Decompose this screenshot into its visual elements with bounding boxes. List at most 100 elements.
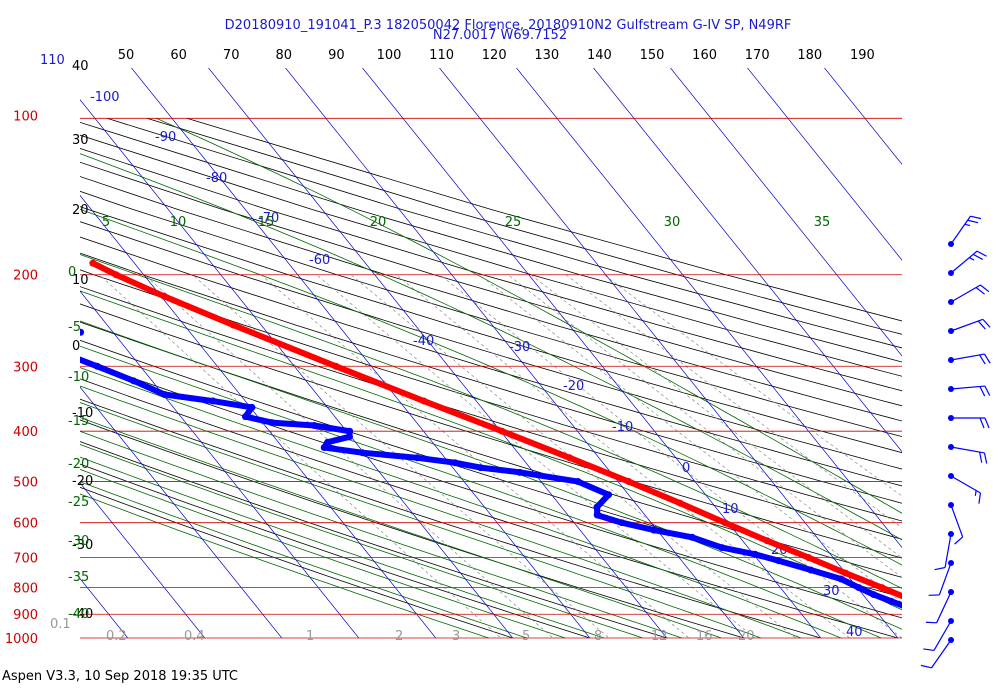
height-tick-label: -30 xyxy=(72,538,93,553)
theta-e-left-label: -5 xyxy=(68,320,81,335)
theta-e-top-label: 20 xyxy=(370,215,387,230)
wind-barb xyxy=(948,250,987,276)
isotherm-line xyxy=(80,194,437,638)
temperature-point xyxy=(230,321,238,329)
temperature-profile-line xyxy=(89,260,902,600)
mixing-ratio-line xyxy=(439,274,902,638)
dry-adiabat-line xyxy=(80,339,902,598)
dewpoint-point xyxy=(248,403,256,411)
top-axis-tick-label: 160 xyxy=(692,48,717,63)
mixing-ratio-line xyxy=(350,274,797,638)
theta-e-left-label: -25 xyxy=(68,495,89,510)
mixing-ratio-line xyxy=(603,274,902,497)
dewpoint-point xyxy=(413,454,421,462)
dewpoint-point xyxy=(41,343,48,350)
mixing-ratio-label: 20 xyxy=(738,629,755,644)
dry-adiabat-line xyxy=(80,441,669,638)
temperature-point xyxy=(931,606,938,613)
dry-adiabat-line xyxy=(80,358,902,619)
temperature-point xyxy=(420,397,428,405)
dewpoint-point xyxy=(345,433,353,441)
pressure-tick-label: 700 xyxy=(13,551,38,566)
dry-adiabat-line xyxy=(80,121,902,363)
wind-barb xyxy=(948,318,991,334)
top-axis-tick-label: 150 xyxy=(640,48,665,63)
dewpoint-point xyxy=(957,623,964,630)
theta-e-top-label: 15 xyxy=(258,215,275,230)
mixing-ratio-label: 0.1 xyxy=(50,617,71,632)
theta-e-left-label: -10 xyxy=(68,370,89,385)
mixing-ratio-label: 0.4 xyxy=(184,629,205,644)
dry-adiabat-line xyxy=(80,206,902,454)
temperature-point xyxy=(89,259,97,267)
height-tick-label: 20 xyxy=(72,203,89,218)
isotherm-tick-label: -80 xyxy=(206,171,227,186)
dewpoint-point xyxy=(80,328,85,336)
temperature-point xyxy=(918,600,925,607)
dewpoint-point xyxy=(358,449,366,457)
dewpoint-point xyxy=(320,444,328,452)
isotherm-line xyxy=(362,68,822,638)
temperature-point xyxy=(962,617,969,624)
wind-barb xyxy=(948,385,991,397)
wind-barb xyxy=(925,589,954,624)
dry-adiabat-line xyxy=(80,221,902,470)
dewpoint-point xyxy=(605,491,613,499)
isotherm-line xyxy=(80,386,283,638)
dewpoint-point xyxy=(807,566,815,574)
dry-adiabat-line xyxy=(80,419,746,638)
isotherm-tick-label: 40 xyxy=(846,625,863,640)
temperature-point xyxy=(332,362,340,370)
dry-adiabat-line xyxy=(80,252,902,504)
mixing-ratio-label: 12 xyxy=(651,629,668,644)
isotherm-tick-label: -90 xyxy=(155,130,176,145)
dewpoint-point xyxy=(268,419,276,427)
theta-e-top-label: 10 xyxy=(170,215,187,230)
dewpoint-point xyxy=(39,322,46,329)
temperature-point xyxy=(971,621,978,628)
height-tick-label: -40 xyxy=(72,607,93,622)
theta-e-top-label: 30 xyxy=(664,215,681,230)
wind-barbs xyxy=(920,215,991,669)
dry-adiabat-line xyxy=(80,176,902,422)
dewpoint-point xyxy=(837,575,845,583)
moist-adiabat-line xyxy=(80,430,684,638)
wind-barb xyxy=(928,560,954,596)
isotherm-line xyxy=(593,68,902,453)
dewpoint-point xyxy=(775,557,783,565)
dewpoint-point xyxy=(324,438,332,446)
wind-barb xyxy=(923,618,954,652)
moist-adiabat-line xyxy=(80,345,883,638)
top-axis-tick-label: 120 xyxy=(482,48,507,63)
dewpoint-point xyxy=(516,468,524,476)
pressure-tick-label: 500 xyxy=(13,476,38,491)
moist-adiabat-line xyxy=(80,290,902,611)
height-tick-label: 10 xyxy=(72,273,89,288)
temperature-point xyxy=(947,611,954,618)
isotherm-tick-label: -20 xyxy=(563,379,584,394)
dry-adiabat-line xyxy=(80,378,900,638)
dewpoint-point xyxy=(593,511,601,519)
pressure-tick-label: 100 xyxy=(13,109,38,124)
dry-adiabat-line xyxy=(80,269,902,522)
wind-barb xyxy=(948,502,964,545)
dry-adiabat-line xyxy=(146,117,902,335)
temperature-point xyxy=(721,519,729,527)
isotherm-tick-label: -40 xyxy=(413,334,434,349)
wind-barb xyxy=(934,531,954,571)
dewpoint-point xyxy=(93,362,101,370)
sounding-profiles xyxy=(39,259,978,630)
dry-adiabat-line xyxy=(80,486,515,638)
mixing-ratio-label: 16 xyxy=(696,629,713,644)
temperature-point xyxy=(878,584,886,592)
pressure-tick-label: 1000 xyxy=(5,632,38,647)
mixing-ratio-label: 3 xyxy=(452,629,460,644)
top-axis-tick-label: 180 xyxy=(797,48,822,63)
isotherm-line xyxy=(80,482,206,638)
dewpoint-point xyxy=(80,356,81,361)
mixing-ratio-line xyxy=(316,274,756,638)
moist-adiabat-line xyxy=(80,320,902,630)
dewpoint-point xyxy=(618,519,626,527)
theta-e-top-label: 35 xyxy=(814,215,831,230)
